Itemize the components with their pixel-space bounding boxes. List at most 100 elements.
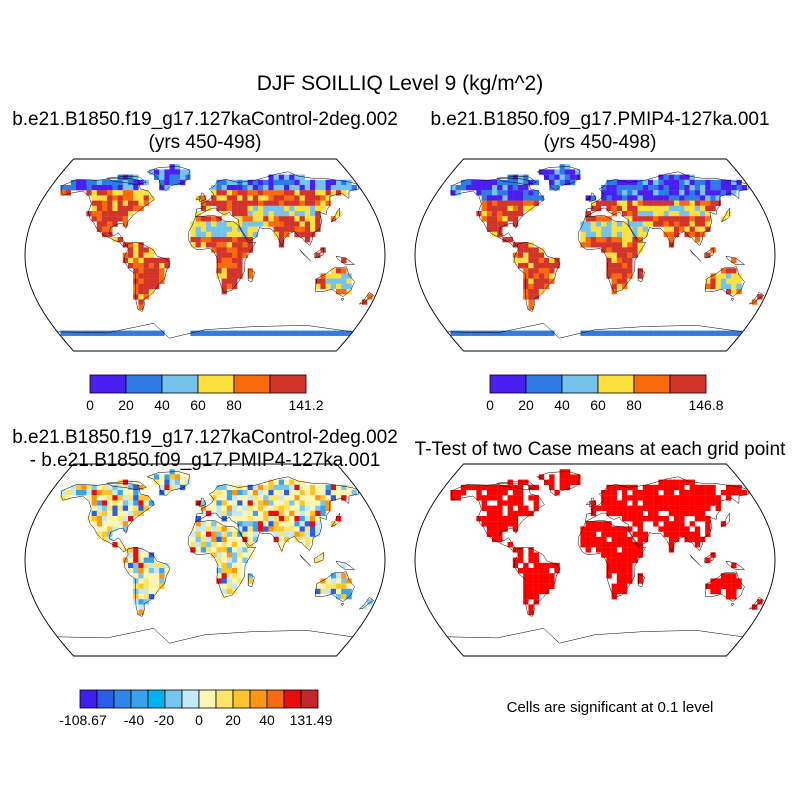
grid-cell xyxy=(507,216,513,222)
difference-colorbar-tick: -20 xyxy=(154,712,174,728)
grid-cell xyxy=(731,330,737,336)
grid-cell xyxy=(549,330,555,336)
grid-cell xyxy=(611,500,617,506)
grid-cell xyxy=(258,211,264,217)
grid-cell xyxy=(221,573,227,579)
grid-cell xyxy=(720,278,727,284)
grid-cell xyxy=(481,484,487,491)
grid-cell xyxy=(320,588,326,595)
grid-cell xyxy=(200,526,207,532)
grid-cell xyxy=(679,174,685,180)
grid-cell xyxy=(528,294,534,300)
grid-cell xyxy=(528,604,534,610)
grid-cell xyxy=(247,273,253,279)
grid-cell xyxy=(627,185,633,191)
colorbar-box xyxy=(232,689,251,709)
grid-cell xyxy=(247,531,253,537)
grid-cell xyxy=(325,484,331,491)
grid-cell xyxy=(143,247,149,253)
grid-cell xyxy=(601,505,607,511)
grid-cell xyxy=(653,505,659,511)
grid-cell xyxy=(596,200,602,206)
grid-cell xyxy=(668,237,675,243)
grid-cell xyxy=(232,557,238,563)
grid-cell xyxy=(616,484,623,491)
grid-cell xyxy=(289,174,295,180)
grid-cell xyxy=(128,505,134,511)
grid-cell xyxy=(232,531,238,537)
grid-cell xyxy=(294,195,300,201)
grid-cell xyxy=(237,500,243,506)
grid-cell xyxy=(294,510,300,517)
grid-cell xyxy=(128,552,134,558)
grid-cell xyxy=(232,273,238,279)
grid-cell xyxy=(299,536,305,543)
coastline xyxy=(313,247,325,259)
case1-title-line2: (yrs 450-498) xyxy=(148,132,262,153)
coastline xyxy=(495,480,537,490)
grid-cell xyxy=(60,330,66,336)
grid-cell xyxy=(299,526,305,532)
coastline xyxy=(105,175,147,185)
grid-cell xyxy=(492,221,498,227)
grid-cell xyxy=(668,179,675,186)
grid-cell xyxy=(705,516,711,522)
grid-cell xyxy=(533,568,539,574)
grid-cell xyxy=(237,216,243,222)
grid-cell xyxy=(102,231,108,238)
grid-cell xyxy=(258,185,264,191)
grid-cell xyxy=(523,200,529,206)
grid-cell xyxy=(616,263,623,269)
grid-cell xyxy=(107,526,113,532)
grid-cell xyxy=(268,490,274,496)
grid-cell xyxy=(564,169,571,175)
grid-cell xyxy=(715,578,721,584)
grid-cell xyxy=(138,289,144,295)
grid-cell xyxy=(731,278,737,284)
grid-cell xyxy=(518,495,524,501)
grid-cell xyxy=(284,205,290,212)
grid-cell xyxy=(507,185,513,191)
grid-cell xyxy=(206,531,212,537)
grid-cell xyxy=(736,278,742,284)
grid-cell xyxy=(668,221,675,227)
grid-cell xyxy=(570,479,576,485)
grid-cell xyxy=(91,500,97,506)
grid-cell xyxy=(622,231,628,238)
difference-title-line2: - b.e21.B1850.f09_g17.PMIP4-127ka.001 xyxy=(29,450,381,471)
grid-cell xyxy=(497,500,503,506)
grid-cell xyxy=(143,562,149,569)
grid-cell xyxy=(294,221,300,227)
grid-cell xyxy=(637,190,643,196)
grid-cell xyxy=(143,294,149,300)
grid-cell xyxy=(237,573,243,579)
coastline xyxy=(720,207,731,223)
grid-cell xyxy=(237,190,243,196)
grid-cell xyxy=(642,531,649,537)
grid-cell xyxy=(502,237,508,243)
coastline xyxy=(56,628,354,657)
grid-cell xyxy=(611,263,617,269)
grid-cell xyxy=(294,205,300,212)
grid-cell xyxy=(148,278,155,284)
coastline xyxy=(585,195,590,200)
grid-cell xyxy=(627,252,633,258)
coastline xyxy=(704,571,745,602)
grid-cell xyxy=(190,542,196,548)
grid-cell xyxy=(585,521,591,527)
grid-cell xyxy=(159,330,165,336)
grid-cell xyxy=(346,278,352,284)
grid-cell xyxy=(622,221,628,227)
grid-cell xyxy=(211,526,217,532)
grid-cell xyxy=(237,526,243,532)
grid-cell xyxy=(294,495,300,501)
grid-cell xyxy=(606,242,612,248)
grid-cell xyxy=(96,330,103,336)
grid-cell xyxy=(627,211,633,217)
grid-cell xyxy=(694,205,701,212)
grid-cell xyxy=(226,273,233,279)
grid-cell xyxy=(112,195,118,201)
grid-cell xyxy=(304,526,311,532)
grid-cell xyxy=(91,179,97,186)
grid-cell xyxy=(518,247,524,253)
